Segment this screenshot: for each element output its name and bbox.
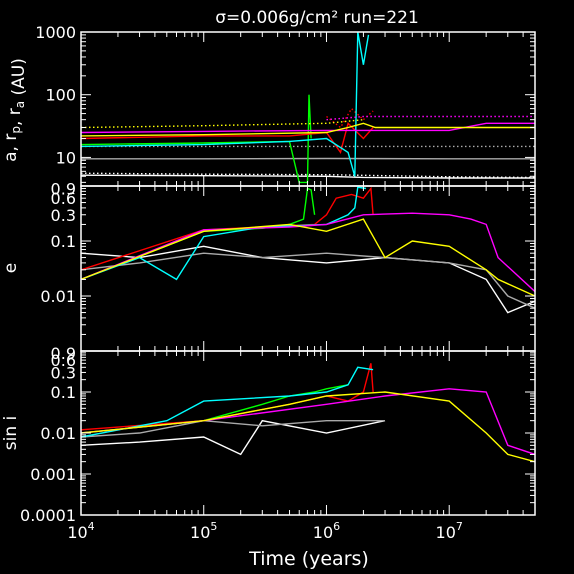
x-tick-label: 105 [190, 520, 217, 542]
series-line [81, 212, 535, 293]
y-tick-label: 0.9 [51, 180, 76, 199]
series-line [81, 366, 374, 438]
y-axis-label: sin i [1, 416, 21, 450]
y-tick-label: 0.3 [51, 363, 76, 382]
y-tick-label: 0.1 [51, 232, 76, 251]
chart-title: σ=0.006g/cm² run=221 [215, 8, 419, 28]
series-group [81, 186, 535, 314]
y-tick-label: 0.01 [40, 424, 76, 443]
series-group [81, 32, 535, 184]
series-group [81, 363, 535, 463]
y-tick-label: 1000 [35, 23, 76, 42]
axes-frame [80, 350, 536, 516]
y-axis-label-part: , r [5, 108, 25, 126]
series-line [81, 384, 349, 434]
axes-frame [80, 185, 536, 352]
x-tick-label: 106 [313, 520, 340, 542]
series-line [81, 172, 535, 179]
x-tick-label-exponent: 4 [88, 520, 95, 533]
y-tick-label: 0.6 [51, 189, 76, 208]
series-line [81, 122, 535, 134]
x-tick-label-base: 10 [436, 523, 456, 542]
series-line [81, 391, 535, 463]
y-axis-label-part: (AU) [9, 58, 29, 101]
x-axis-label: Time (years) [248, 548, 369, 570]
x-tick-label-exponent: 6 [333, 520, 340, 533]
y-tick-label: 0.3 [51, 206, 76, 225]
y-axis-label-part: a [13, 101, 27, 108]
y-tick-label: 0.1 [51, 383, 76, 402]
y-tick-label: 10 [56, 148, 76, 167]
y-axis-label: a, rp, ra (AU) [1, 58, 29, 162]
y-tick-label: 0.9 [51, 344, 76, 363]
series-line [81, 252, 535, 309]
x-tick-label-base: 10 [190, 523, 210, 542]
x-tick-label-exponent: 5 [210, 520, 217, 533]
series-line [81, 122, 535, 137]
series-line [326, 115, 535, 121]
panel-top: 10 100 1000 a, rp, ra (AU) [1, 23, 536, 187]
x-tick-label: 104 [67, 520, 94, 542]
y-axis-label-part: p [9, 126, 23, 134]
series-line [81, 121, 374, 155]
series-line [81, 419, 386, 456]
x-tick-label: 107 [436, 520, 463, 542]
series-line [81, 363, 374, 431]
series-line [81, 218, 535, 297]
panel-middle: 0.01 0.1 0.30.60.9 e [1, 180, 536, 352]
y-tick-label: 100 [45, 86, 76, 105]
series-line [81, 174, 535, 179]
y-axis-label-part: a, r [1, 134, 21, 162]
series-line [81, 94, 312, 184]
series-line [81, 119, 364, 129]
y-tick-label: 0.001 [30, 465, 76, 484]
series-line [81, 245, 535, 314]
y-tick-label: 0.01 [40, 287, 76, 306]
y-tick-label: 0.6 [51, 351, 76, 370]
x-tick-label-base: 10 [313, 523, 333, 542]
series-line [81, 186, 367, 281]
series-line [81, 388, 535, 456]
y-tick-label: 0.0001 [20, 506, 76, 525]
x-tick-label-base: 10 [67, 523, 87, 542]
x-tick-label-exponent: 7 [456, 520, 463, 533]
series-line [81, 419, 385, 438]
series-line [81, 32, 370, 177]
y-axis-label: e [1, 263, 21, 273]
